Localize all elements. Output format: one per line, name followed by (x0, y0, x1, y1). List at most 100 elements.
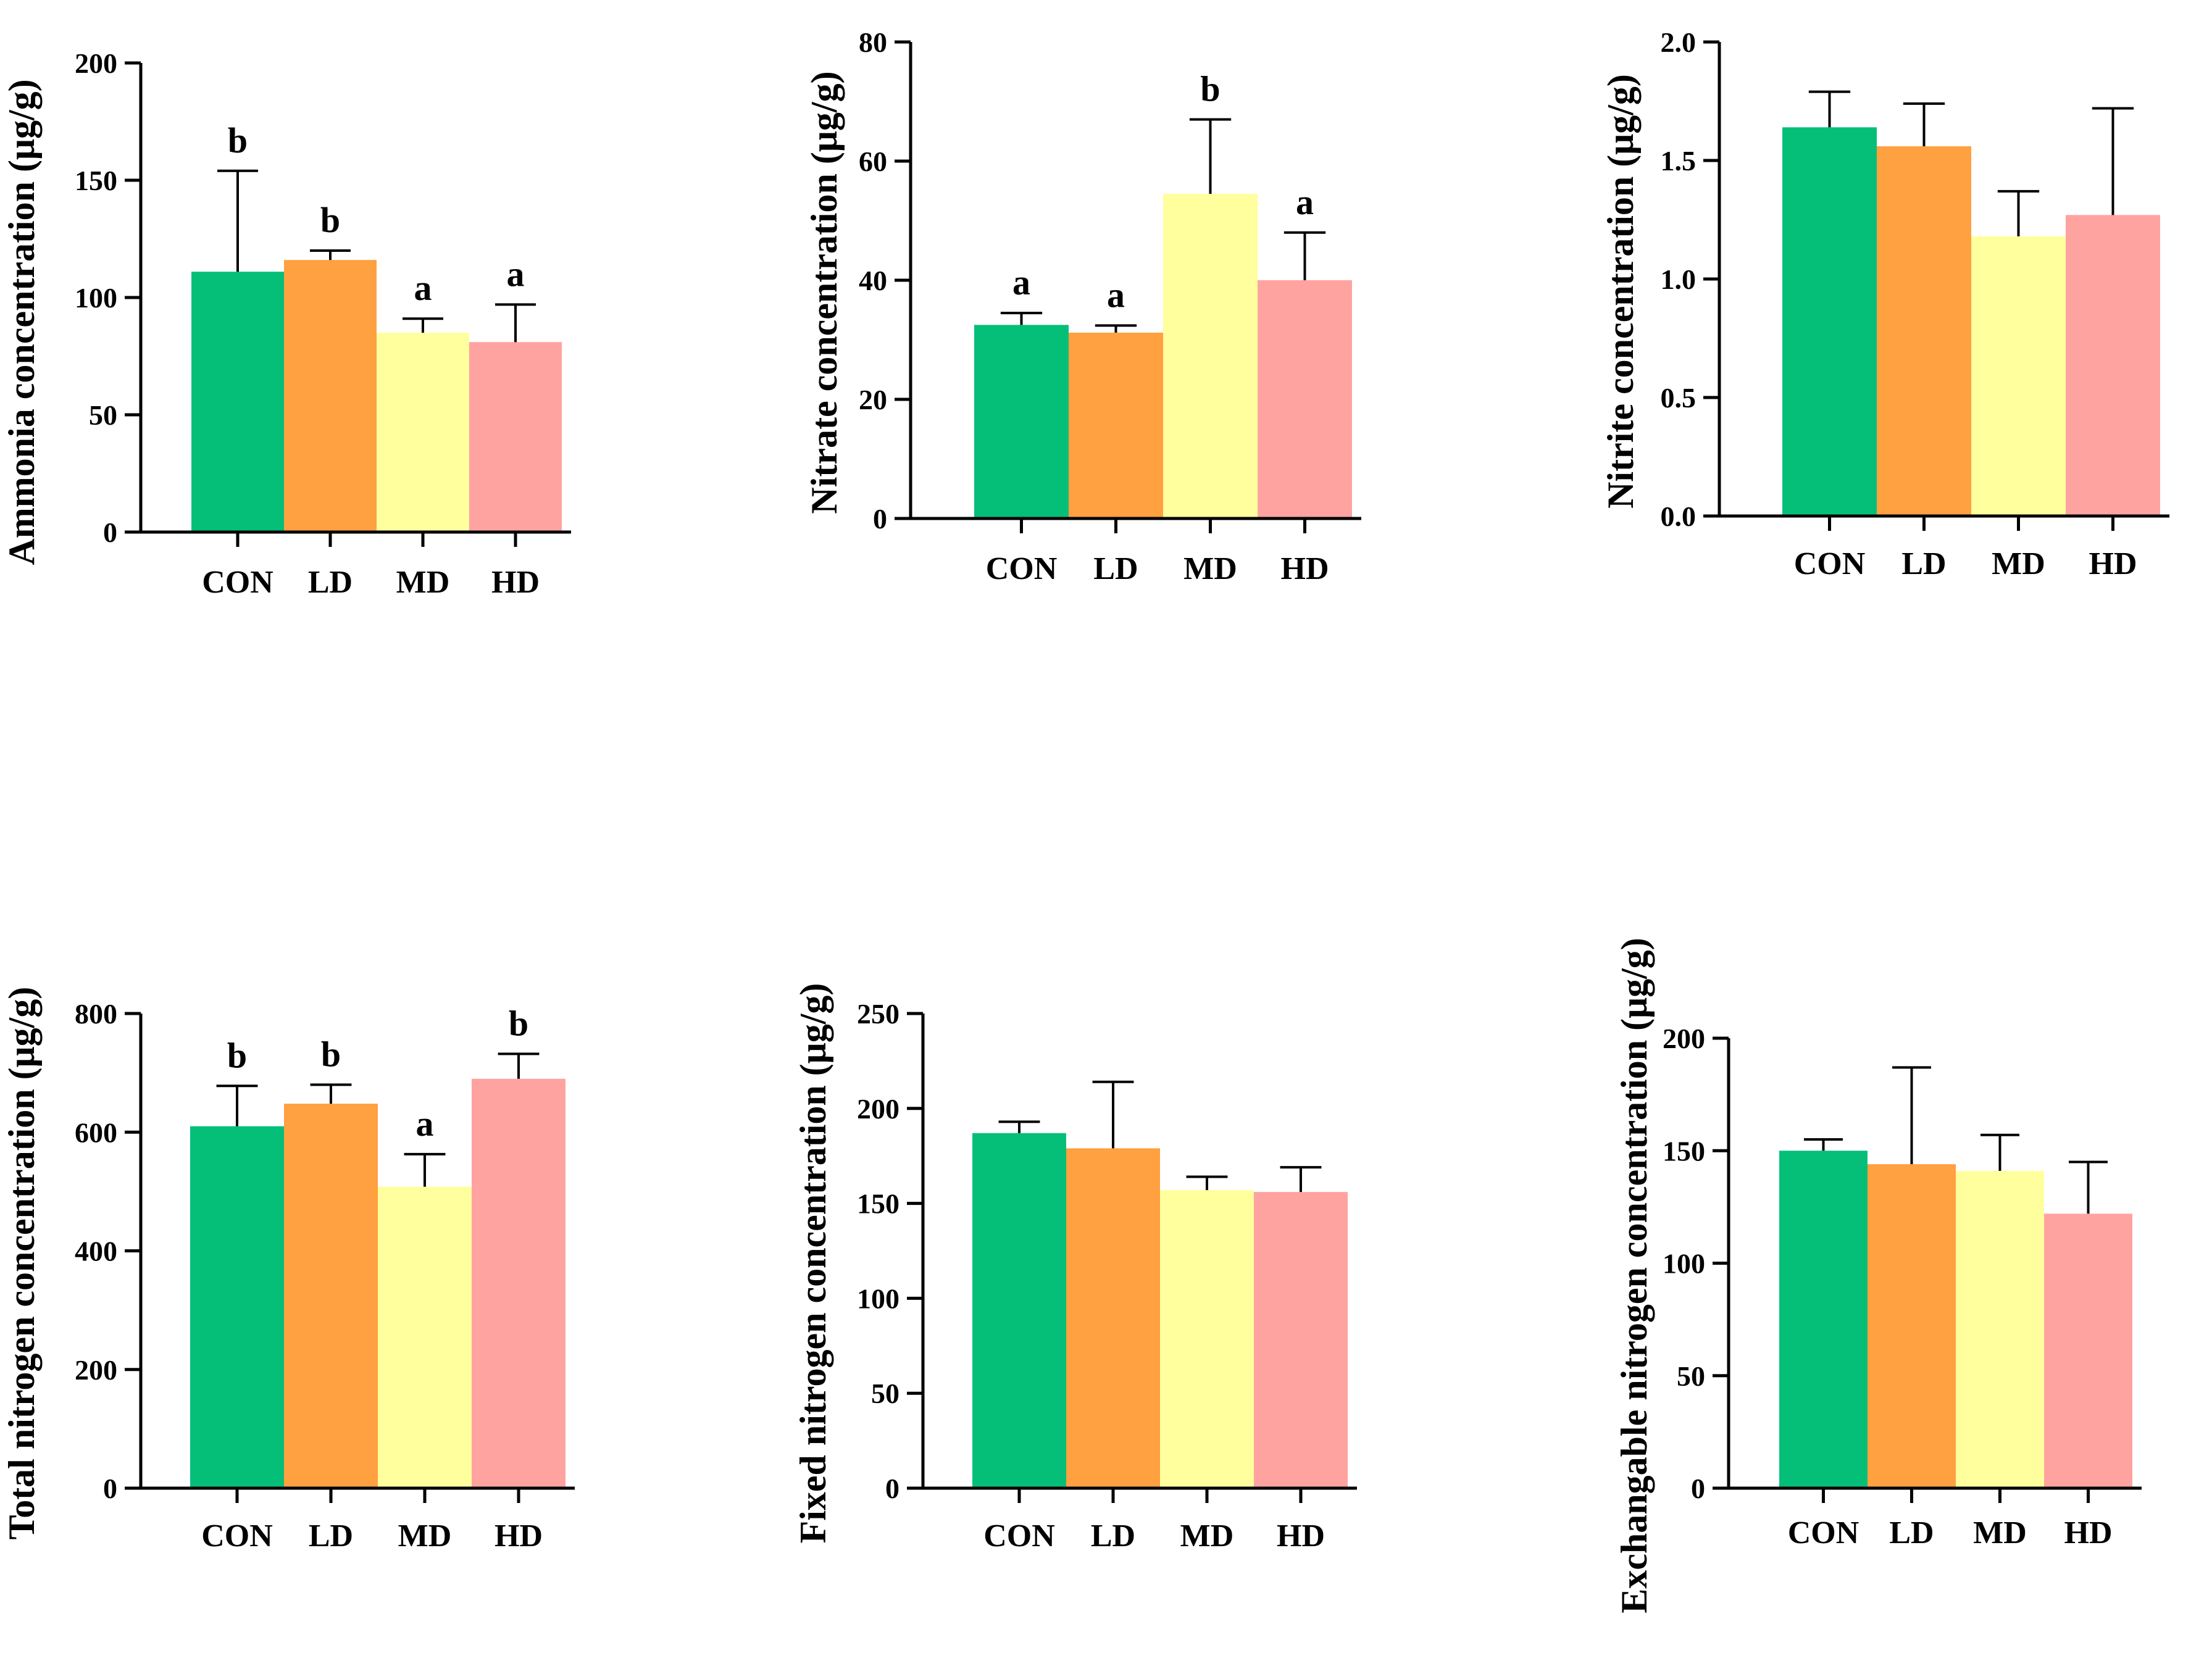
error-bar-ld (1892, 1066, 1931, 1165)
bar-con (974, 325, 1069, 518)
y-tick-label: 40 (859, 265, 887, 296)
y-tick-label: 50 (89, 399, 117, 431)
significance-letter: a (507, 254, 525, 294)
x-tick-label-con: CON (1794, 546, 1866, 581)
bar-hd (2066, 215, 2160, 516)
panel-4: 0 200 400 600 800 CON LD MD HD b b a b Total nitrogen… (1, 987, 575, 1554)
error-bar-hd (2069, 1160, 2108, 1214)
y-tick-label: 600 (75, 1117, 117, 1148)
x-tick-label-hd: HD (495, 1518, 543, 1554)
error-bar-con (1804, 1138, 1843, 1151)
error-bar-hd (1283, 231, 1326, 280)
error-bar-md (404, 1152, 446, 1187)
error-bar-md (1997, 189, 2040, 236)
bar-md (378, 1186, 472, 1488)
panel-2: 0 20 40 60 80 CON LD MD HD a a b a Nitrate concentrat… (804, 27, 1361, 586)
error-bar-ld (1095, 324, 1137, 333)
x-tick-label-ld: LD (1889, 1515, 1934, 1551)
error-bar-ld (310, 249, 351, 260)
y-tick-label: 150 (857, 1188, 899, 1220)
y-tick-label: 250 (857, 998, 899, 1030)
y-axis-title: Fixed nitrogen concentration (μg/g) (793, 983, 833, 1544)
x-tick-label-hd: HD (1281, 551, 1329, 586)
y-tick-label: 0.5 (1661, 382, 1697, 414)
y-tick-label: 1.5 (1661, 145, 1697, 177)
significance-letter: b (1200, 69, 1220, 109)
significance-letter: a (416, 1104, 434, 1144)
y-tick-label: 60 (859, 146, 887, 177)
x-tick-label-hd: HD (2064, 1515, 2113, 1551)
significance-letter: a (1296, 182, 1314, 222)
x-tick-label-ld: LD (1093, 551, 1138, 586)
x-tick-label-md: MD (1973, 1515, 2027, 1551)
y-tick-label: 0 (103, 1473, 117, 1504)
panel-1: 0 50 100 150 200 CON LD MD HD b b a a Ammonia concent… (1, 48, 571, 600)
x-tick-label-md: MD (1992, 546, 2045, 581)
y-axis-title: Exchangable nitrogen concentration (μg/g… (1614, 938, 1655, 1613)
y-tick-label: 20 (859, 384, 887, 415)
panel-5: 0 50 100 150 200 250 CON LD MD HD Fixed nitrogen c… (793, 983, 1357, 1554)
bar-con (191, 272, 284, 532)
y-tick-label: 100 (857, 1283, 899, 1314)
bar-ld (1066, 1148, 1160, 1488)
significance-letter: a (414, 268, 432, 308)
bar-ld (284, 260, 377, 532)
bar-con (190, 1126, 284, 1488)
bar-md (1160, 1190, 1254, 1488)
bar-hd (2044, 1213, 2132, 1488)
bar-con (1782, 127, 1877, 517)
y-tick-label: 150 (75, 165, 117, 196)
panel-6: 0 50 100 150 200 CON LD MD HD Exchangable nitroge… (1614, 938, 2142, 1613)
x-tick-label-md: MD (396, 565, 450, 600)
bar-con (1779, 1151, 1868, 1488)
x-tick-label-hd: HD (491, 565, 540, 600)
panel-3: 0.0 0.5 1.0 1.5 2.0 CON LD MD HD Nitrite concentr… (1600, 27, 2169, 581)
error-bar-con (1808, 90, 1851, 128)
error-bar-hd (498, 1052, 540, 1079)
y-tick-label: 2.0 (1661, 27, 1697, 58)
error-bar-hd (1280, 1166, 1322, 1193)
error-bar-con (216, 1084, 258, 1126)
significance-letter: a (1012, 262, 1030, 302)
y-axis-title: Total nitrogen concentration (μg/g) (1, 987, 42, 1540)
y-axis-title: Nitrate concentration (μg/g) (804, 71, 845, 514)
error-bar-con (217, 169, 258, 272)
x-tick-label-md: MD (1180, 1518, 1234, 1554)
x-tick-label-con: CON (983, 1518, 1055, 1554)
x-tick-label-con: CON (202, 565, 273, 600)
y-tick-label: 0 (103, 517, 117, 548)
y-tick-label: 0.0 (1661, 501, 1697, 532)
bar-md (377, 333, 469, 532)
significance-letter: b (321, 1034, 341, 1074)
bar-con (972, 1133, 1066, 1488)
x-tick-label-con: CON (986, 551, 1058, 586)
bar-hd (1258, 280, 1352, 518)
bar-hd (472, 1078, 566, 1488)
y-tick-label: 0 (873, 503, 887, 535)
y-tick-label: 50 (1677, 1360, 1705, 1392)
x-tick-label-md: MD (398, 1518, 452, 1554)
significance-letter: b (509, 1003, 528, 1043)
error-bar-ld (1092, 1080, 1134, 1149)
significance-letter: a (1107, 275, 1125, 315)
error-bar-md (1980, 1133, 2019, 1172)
y-tick-label: 1.0 (1661, 264, 1697, 295)
error-bar-md (1189, 118, 1232, 194)
y-tick-label: 400 (75, 1236, 117, 1267)
x-tick-label-ld: LD (308, 565, 353, 600)
significance-letter: b (227, 1035, 247, 1075)
y-axis-title: Ammonia concentration (μg/g) (1, 79, 42, 565)
error-bar-hd (495, 303, 536, 343)
bar-ld (1069, 332, 1163, 518)
y-tick-label: 200 (857, 1093, 899, 1125)
error-bar-hd (2092, 107, 2134, 215)
y-tick-label: 200 (75, 1354, 117, 1386)
error-bar-md (403, 317, 443, 333)
y-tick-label: 0 (885, 1473, 899, 1504)
x-tick-label-ld: LD (1091, 1518, 1135, 1554)
y-tick-label: 150 (1663, 1135, 1705, 1167)
y-tick-label: 100 (1663, 1248, 1705, 1280)
bar-hd (469, 342, 562, 532)
bar-md (1971, 236, 2066, 516)
